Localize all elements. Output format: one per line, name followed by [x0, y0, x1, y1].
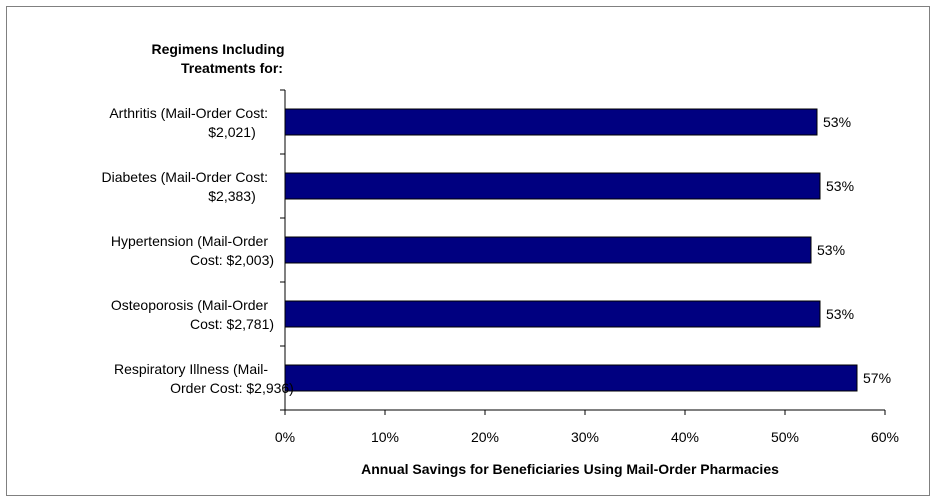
bar	[284, 300, 821, 328]
category-label: Osteoporosis (Mail-Order Cost: $2,781)	[111, 297, 274, 332]
x-tick-label: 40%	[671, 429, 699, 445]
bar	[284, 108, 818, 136]
x-tick-label: 0%	[275, 429, 295, 445]
x-tick-label: 50%	[771, 429, 799, 445]
data-label: 53%	[826, 178, 854, 194]
data-label: 53%	[817, 242, 845, 258]
x-tick-label: 30%	[571, 429, 599, 445]
x-axis-title: Annual Savings for Beneficiaries Using M…	[361, 461, 779, 477]
data-label: 53%	[823, 114, 851, 130]
category-label: Arthritis (Mail-Order Cost: $2,021)	[109, 105, 268, 140]
category-label: Hypertension (Mail-Order Cost: $2,003)	[111, 233, 274, 268]
bar	[284, 172, 821, 200]
category-header: Regimens Including Treatments for:	[151, 41, 284, 76]
bar	[284, 236, 812, 264]
data-label: 53%	[826, 306, 854, 322]
bar	[284, 364, 858, 392]
x-tick-label: 10%	[371, 429, 399, 445]
category-label: Diabetes (Mail-Order Cost: $2,383)	[102, 169, 269, 204]
x-tick-label: 20%	[471, 429, 499, 445]
x-tick-label: 60%	[871, 429, 899, 445]
data-label: 57%	[863, 370, 891, 386]
category-label: Respiratory Illness (Mail-Order Cost: $2…	[114, 361, 294, 396]
